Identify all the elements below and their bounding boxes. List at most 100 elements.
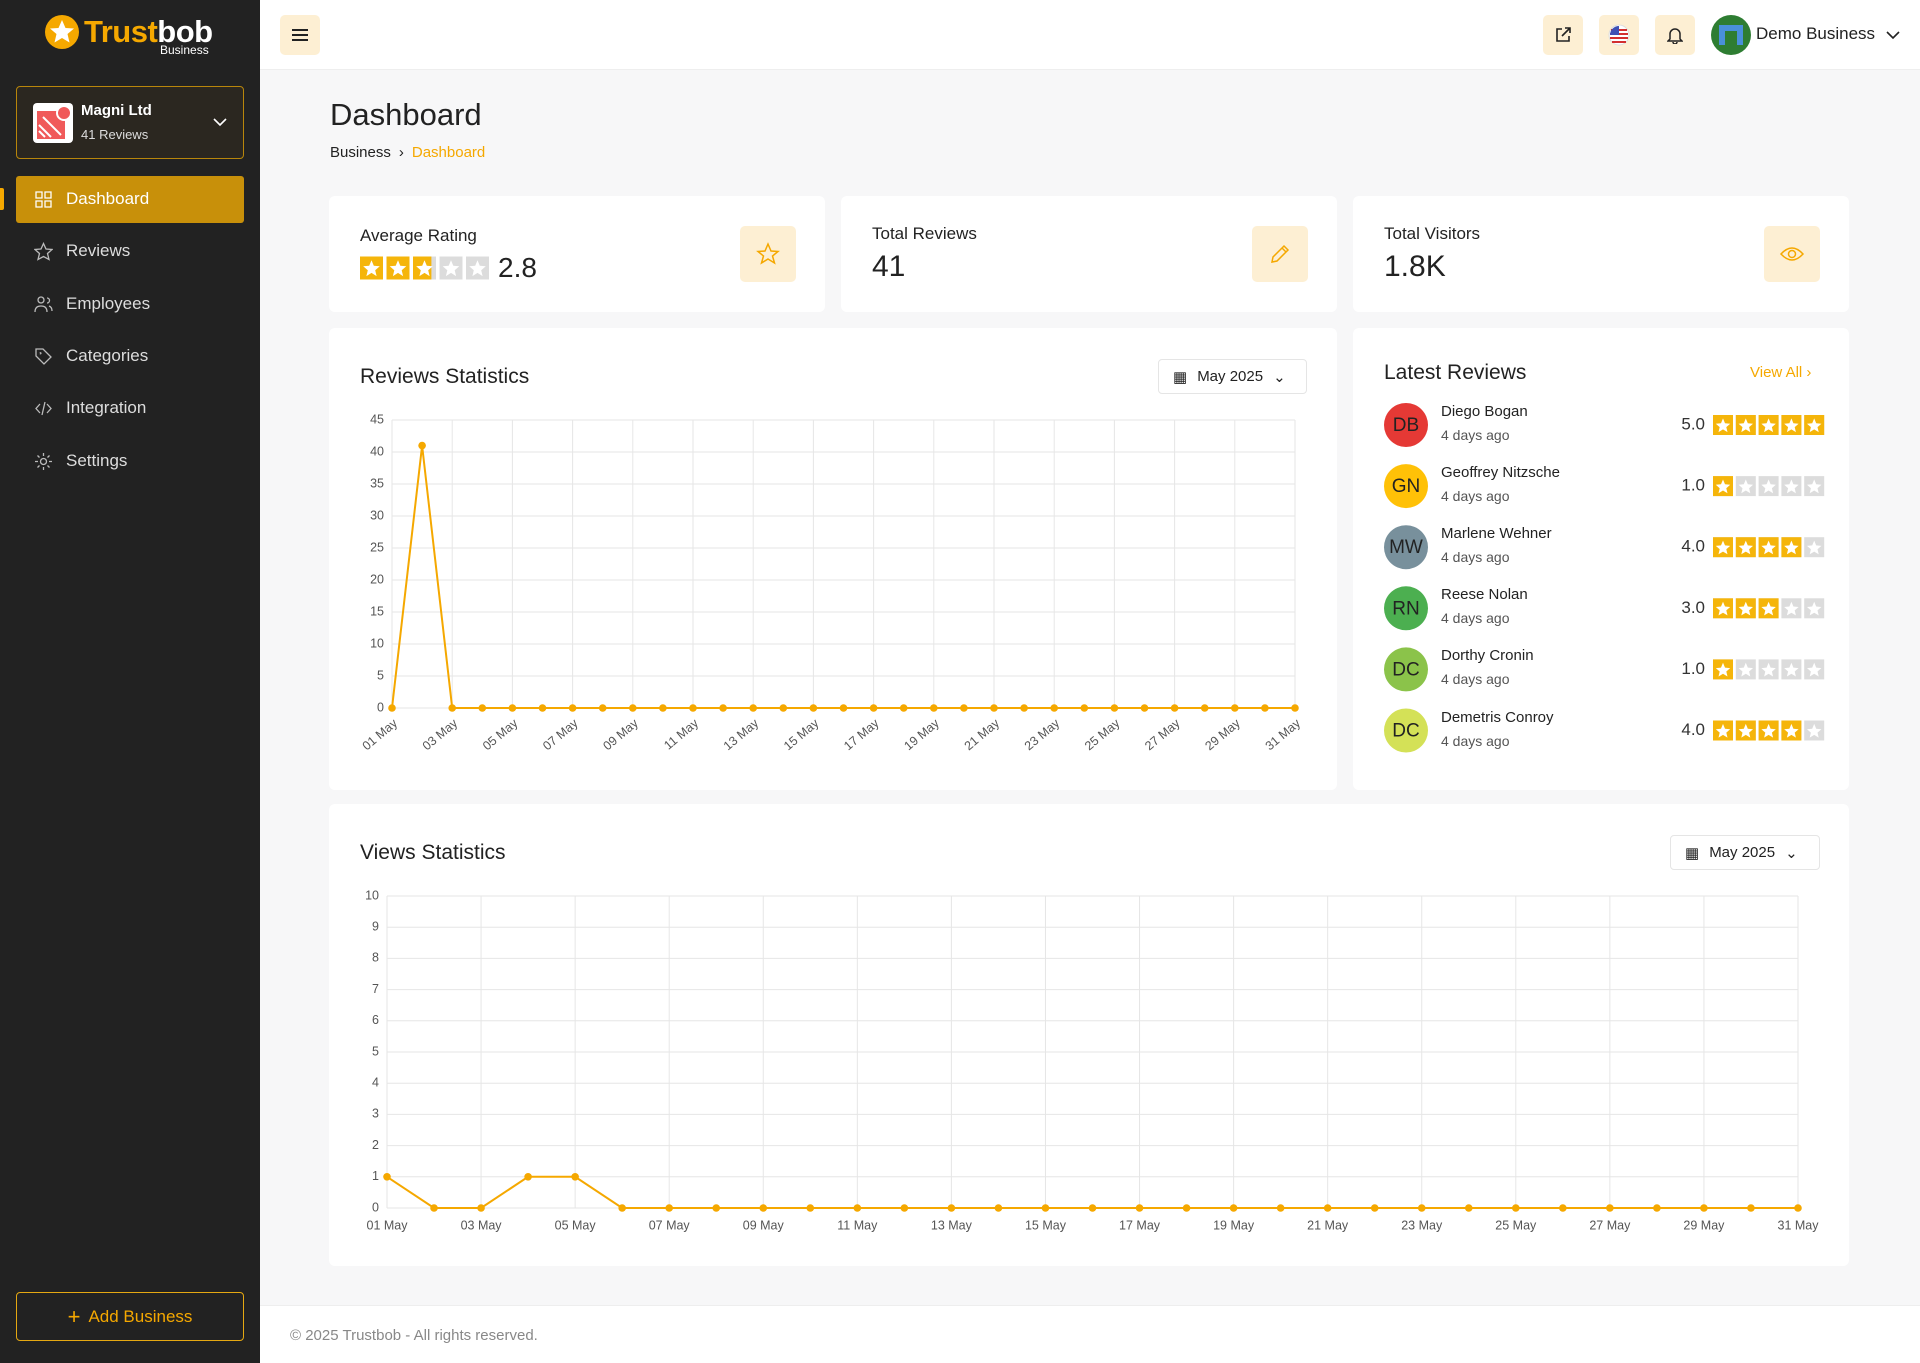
period-label: May 2025	[1709, 844, 1776, 861]
stat-label: Total Reviews	[872, 224, 977, 243]
nav-icon	[35, 348, 52, 365]
nav-icon	[35, 452, 52, 470]
pencil-icon	[1271, 244, 1290, 263]
reviewer-name[interactable]: Marlene Wehner	[1441, 525, 1552, 543]
external-link-button[interactable]	[1543, 15, 1583, 55]
breadcrumb-current: Dashboard	[411, 144, 486, 161]
nav-label: Employees	[66, 293, 151, 313]
review-time: 4 days ago	[1441, 610, 1510, 627]
stat-card: Total Reviews 41	[841, 196, 1337, 312]
views-chart-card: Views Statistics ▦ May 2025 ⌄	[329, 804, 1849, 1266]
footer: © 2025 Trustbob - All rights reserved.	[260, 1305, 1920, 1363]
business-reviews: 41 Reviews	[81, 127, 149, 142]
logo-sub: Business	[160, 43, 209, 57]
add-business-label: Add Business	[88, 1306, 193, 1326]
review-time: 4 days ago	[1441, 732, 1510, 749]
business-name: Magni Ltd	[81, 102, 152, 119]
review-time: 4 days ago	[1441, 427, 1510, 443]
view-all-label: View All	[1750, 364, 1803, 381]
language-button[interactable]	[1599, 15, 1639, 55]
nav-icon-shape	[35, 348, 52, 365]
stat-label: Average Rating	[360, 226, 477, 245]
nav-label: Integration	[66, 398, 147, 418]
stat-value: 41	[872, 250, 906, 283]
nav-icon	[35, 191, 52, 208]
stat-card: Average Rating 2.8	[329, 196, 825, 312]
nav-item[interactable]: Categories	[16, 333, 244, 380]
chevron	[213, 118, 227, 127]
reviewer-name[interactable]: Diego Bogan	[1441, 403, 1528, 420]
nav-icon	[34, 242, 53, 262]
flag-icon	[1608, 24, 1630, 46]
chart-title: Views Statistics	[360, 841, 506, 864]
reviewer-name[interactable]: Dorthy Cronin	[1441, 647, 1534, 665]
nav-item[interactable]: Dashboard	[16, 176, 244, 223]
nav-item[interactable]: Settings	[16, 438, 244, 485]
add-business-button[interactable]: + Add Business	[16, 1292, 244, 1341]
stat-icon	[1252, 226, 1308, 282]
logo: Trustbob	[84, 14, 213, 50]
nav-icon-shape	[34, 242, 53, 262]
latest-reviews-title: Latest Reviews	[1384, 361, 1527, 384]
footer-text: © 2025 Trustbob - All rights reserved.	[290, 1327, 538, 1344]
stat-icon	[1764, 226, 1820, 282]
menu-icon	[292, 29, 308, 41]
notifications-button[interactable]	[1655, 15, 1695, 55]
stat-value: 2.8	[498, 252, 537, 283]
review-time: 4 days ago	[1441, 671, 1510, 688]
user-avatar[interactable]	[1711, 15, 1751, 55]
chevron	[1886, 31, 1900, 40]
nav-icon-shape	[35, 191, 52, 208]
nav-icon-shape	[35, 452, 52, 470]
reviews-chart-card: Reviews Statistics ▦ May 2025 ⌄	[329, 328, 1337, 790]
review-time: 4 days ago	[1441, 549, 1510, 566]
topbar: Demo Business	[260, 0, 1920, 70]
stat-label: Total Visitors	[1384, 224, 1481, 243]
nav-icon	[34, 295, 53, 312]
calendar-icon: ▦	[1173, 368, 1188, 386]
breadcrumb-separator: ›	[398, 144, 404, 161]
business-logo	[33, 103, 73, 143]
nav-item[interactable]: Reviews	[16, 228, 244, 275]
menu-button[interactable]	[280, 15, 320, 55]
stat-card: Total Visitors 1.8K	[1353, 196, 1849, 312]
chart-title: Reviews Statistics	[360, 365, 530, 388]
eye-icon	[1779, 247, 1805, 261]
chevron: ⌄	[1273, 368, 1286, 386]
business-select[interactable]: Magni Ltd 41 Reviews	[16, 86, 244, 159]
reviewer-name[interactable]: Reese Nolan	[1441, 586, 1528, 604]
period-select[interactable]: ▦ May 2025 ⌄	[1158, 359, 1307, 394]
view-all-link[interactable]: View All ›	[1750, 364, 1812, 381]
logo-part: Trust	[84, 14, 158, 49]
nav-label: Categories	[66, 345, 149, 365]
period-label: May 2025	[1197, 368, 1264, 385]
latest-reviews-card: Latest Reviews View All › Diego Bogan 4 d…	[1353, 328, 1849, 790]
stat-value: 1.8K	[1384, 250, 1446, 283]
plus-icon: +	[67, 1303, 81, 1329]
reviewer-name[interactable]: Demetris Conroy	[1441, 708, 1554, 726]
nav-icon-shape	[35, 402, 52, 416]
logo-icon	[45, 15, 79, 49]
period-select[interactable]: ▦ May 2025 ⌄	[1670, 835, 1820, 870]
reviewer-name[interactable]: Geoffrey Nitzsche	[1441, 464, 1560, 482]
nav-label: Settings	[66, 450, 128, 470]
nav-item[interactable]: Integration	[16, 385, 244, 432]
nav-label: Reviews	[66, 241, 131, 261]
star-icon	[756, 242, 780, 265]
calendar-icon: ▦	[1685, 844, 1700, 862]
breadcrumb-item[interactable]: Business	[330, 144, 391, 161]
nav-label: Dashboard	[66, 189, 150, 208]
user-name[interactable]: Demo Business	[1756, 24, 1876, 43]
page-title: Dashboard	[330, 97, 482, 132]
review-time: 4 days ago	[1441, 488, 1510, 505]
sidebar: Trustbob Business Magni Ltd 41 Reviews D…	[0, 0, 260, 1363]
nav-item[interactable]: Employees	[16, 281, 244, 328]
bell-icon	[1667, 28, 1683, 44]
breadcrumb: Business › Dashboard	[330, 144, 485, 161]
nav-icon-shape	[34, 295, 53, 312]
logo-part: bob	[157, 14, 213, 49]
stat-icon	[740, 226, 796, 282]
nav-active-indicator	[0, 188, 4, 210]
